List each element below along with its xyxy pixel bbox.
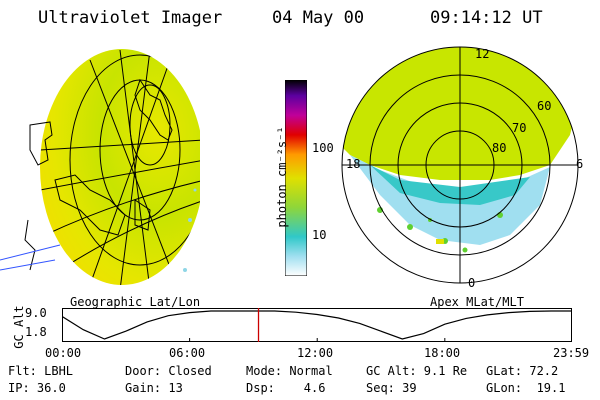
alt-xtick-0: 00:00 — [45, 346, 82, 360]
info-gc-alt: GC Alt: 9.1 Re — [366, 364, 468, 378]
geographic-panel-label: Geographic Lat/Lon — [70, 295, 201, 309]
apex-panel-label: Apex MLat/MLT — [430, 295, 524, 309]
colorbar-unit-label: photon cm⁻²s⁻¹ — [275, 126, 289, 228]
earth-disk — [40, 49, 200, 285]
color-scale-bar — [285, 80, 307, 276]
mlt-label-6: 6 — [576, 157, 584, 171]
mlat-label-80: 80 — [492, 141, 507, 155]
info-flt: Flt: LBHL — [8, 364, 74, 378]
alt-plot-ylabel: GC Alt — [12, 305, 26, 349]
alt-ytick-high: 9.0 — [25, 306, 47, 320]
mlat-label-60: 60 — [537, 99, 552, 113]
geographic-image — [0, 49, 200, 285]
info-glon: GLon: 19.1 — [486, 381, 566, 395]
mlat-label-70: 70 — [512, 121, 527, 135]
polar-image — [341, 46, 579, 284]
alt-xtick-1: 06:00 — [169, 346, 206, 360]
mlt-label-0: 0 — [468, 276, 476, 290]
alt-ytick-low: 1.8 — [25, 325, 47, 339]
alt-xtick-2: 12:00 — [297, 346, 334, 360]
instrument-title: Ultraviolet Imager — [38, 8, 223, 28]
time-label: 09:14:12 UT — [430, 8, 543, 28]
date-label: 04 May 00 — [272, 8, 365, 28]
altitude-curve — [62, 310, 572, 340]
info-mode: Mode: Normal — [246, 364, 333, 378]
info-door: Door: Closed — [125, 364, 212, 378]
mlt-label-12: 12 — [475, 47, 490, 61]
info-seq: Seq: 39 — [366, 381, 417, 395]
info-dsp: Dsp: 4.6 — [246, 381, 326, 395]
mlt-label-18: 18 — [346, 157, 361, 171]
colorbar-tick-10: 10 — [312, 228, 327, 242]
altitude-plot — [62, 308, 572, 342]
alt-xtick-4: 23:59 — [553, 346, 590, 360]
info-glat: GLat: 72.2 — [486, 364, 559, 378]
info-gain: Gain: 13 — [125, 381, 183, 395]
alt-xtick-3: 18:00 — [424, 346, 461, 360]
colorbar-tick-100: 100 — [312, 141, 334, 155]
info-ip: IP: 36.0 — [8, 381, 66, 395]
